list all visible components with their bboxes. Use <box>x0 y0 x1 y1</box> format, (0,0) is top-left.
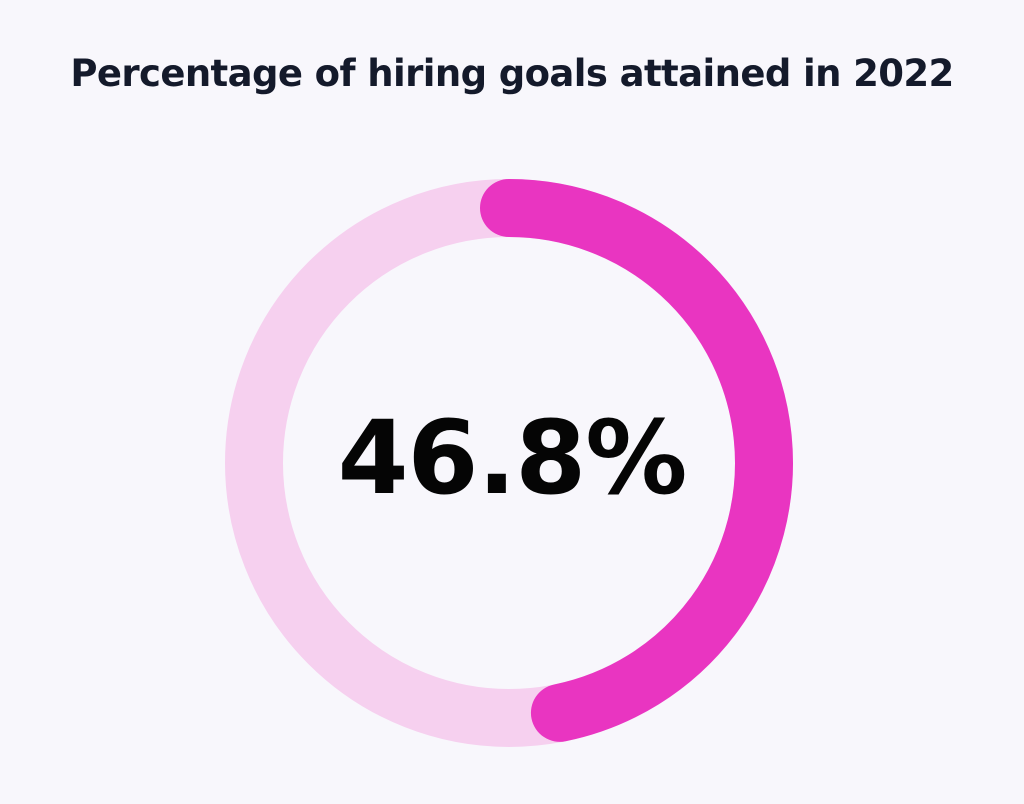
progress-ring-arc <box>480 179 793 742</box>
chart-title: Percentage of hiring goals attained in 2… <box>70 52 954 95</box>
progress-value-label: 46.8% <box>337 399 688 518</box>
